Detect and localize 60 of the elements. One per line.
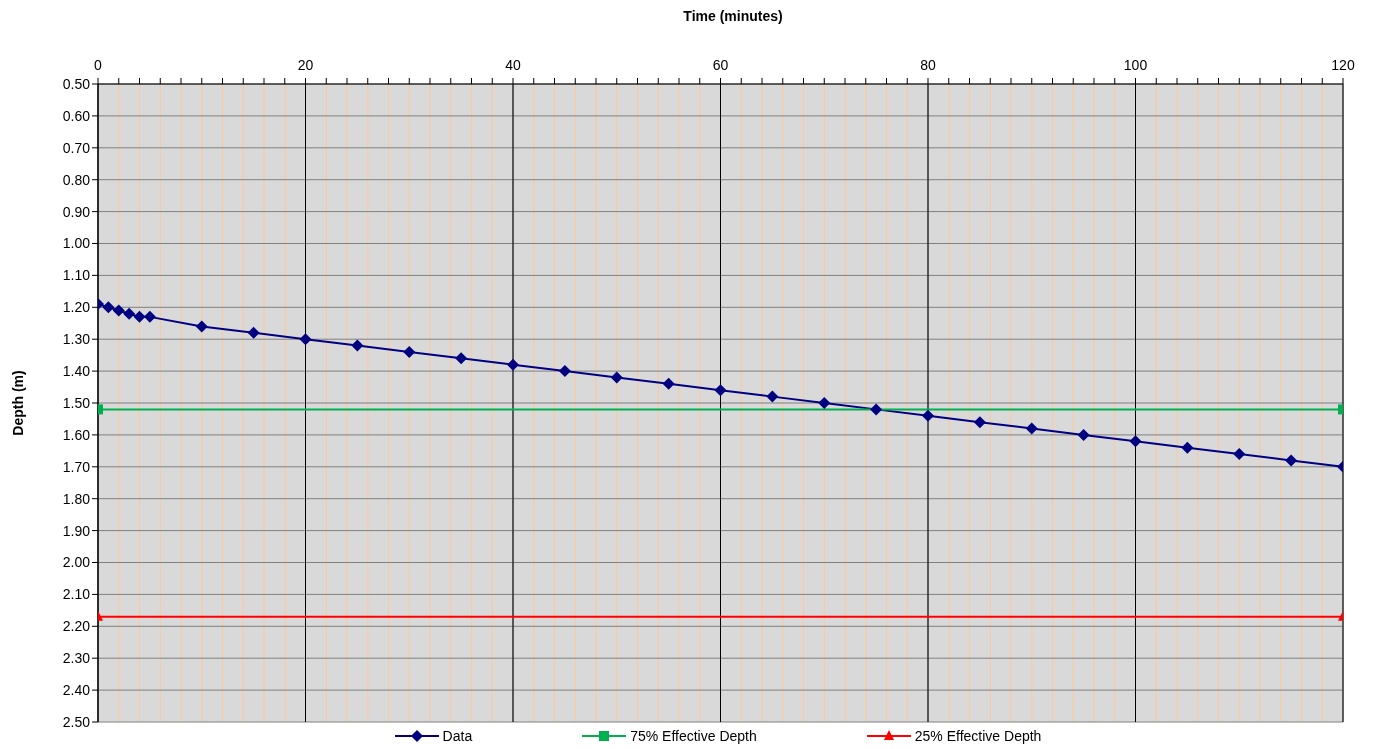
point <box>507 358 519 371</box>
y-tick-label: 0.70 <box>62 139 91 156</box>
point <box>1181 441 1194 454</box>
point <box>766 390 779 403</box>
point <box>1285 454 1298 467</box>
point <box>247 326 260 339</box>
point <box>403 345 416 358</box>
y-axis-title: Depth (m) <box>9 370 26 436</box>
y-tick-label: 1.80 <box>62 490 91 507</box>
point <box>195 320 208 333</box>
legend-label: 75% Effective Depth <box>630 728 757 744</box>
point <box>351 339 364 352</box>
x-axis-title: Time (minutes) <box>682 8 784 26</box>
y-tick-label: 2.40 <box>62 682 91 699</box>
y-tick-label: 2.50 <box>62 713 91 730</box>
x-tick-label: 100 <box>1123 57 1148 73</box>
y-tick-label: 1.50 <box>62 394 91 411</box>
y-tick-label: 1.10 <box>62 267 91 284</box>
y-tick-label: 0.80 <box>62 171 91 188</box>
legend-label: Data <box>442 728 473 744</box>
y-tick-label: 1.70 <box>62 458 91 475</box>
point <box>1025 422 1038 435</box>
y-tick-label: 1.00 <box>62 235 91 252</box>
y-tick-label: 0.90 <box>62 203 91 220</box>
point <box>112 304 125 317</box>
point <box>455 352 468 365</box>
legend-label: 25% Effective Depth <box>914 728 1042 744</box>
point <box>870 403 883 416</box>
point <box>922 409 934 422</box>
y-tick-label: 1.40 <box>62 363 91 380</box>
y-tick-label: 0.50 <box>62 75 91 92</box>
point <box>299 333 312 346</box>
y-tick-label: 2.10 <box>62 586 91 603</box>
y-tick-label: 2.20 <box>62 618 91 635</box>
point <box>1233 448 1246 461</box>
point <box>662 377 675 390</box>
y-tick-label: 1.30 <box>62 331 91 348</box>
point <box>143 310 156 323</box>
y-tick-label: 1.60 <box>62 426 91 443</box>
point <box>973 416 986 429</box>
point <box>610 371 623 384</box>
point <box>1077 428 1090 441</box>
x-tick-label: 40 <box>505 57 521 73</box>
point <box>102 301 115 314</box>
point <box>714 384 727 397</box>
point <box>123 307 136 320</box>
point <box>133 310 146 323</box>
x-tick-label: 20 <box>297 57 314 73</box>
point <box>1129 435 1142 448</box>
point <box>558 365 571 378</box>
y-tick-label: 1.90 <box>62 522 91 539</box>
x-tick-label: 60 <box>712 57 729 73</box>
y-tick-label: 2.00 <box>62 554 91 571</box>
y-tick-label: 0.60 <box>62 107 91 124</box>
y-tick-label: 2.30 <box>62 650 91 667</box>
point <box>818 397 831 409</box>
x-tick-label: 120 <box>1331 57 1355 73</box>
x-tick-label: 80 <box>920 57 936 73</box>
x-tick-label: 0 <box>94 57 103 73</box>
y-tick-label: 1.20 <box>62 299 91 316</box>
